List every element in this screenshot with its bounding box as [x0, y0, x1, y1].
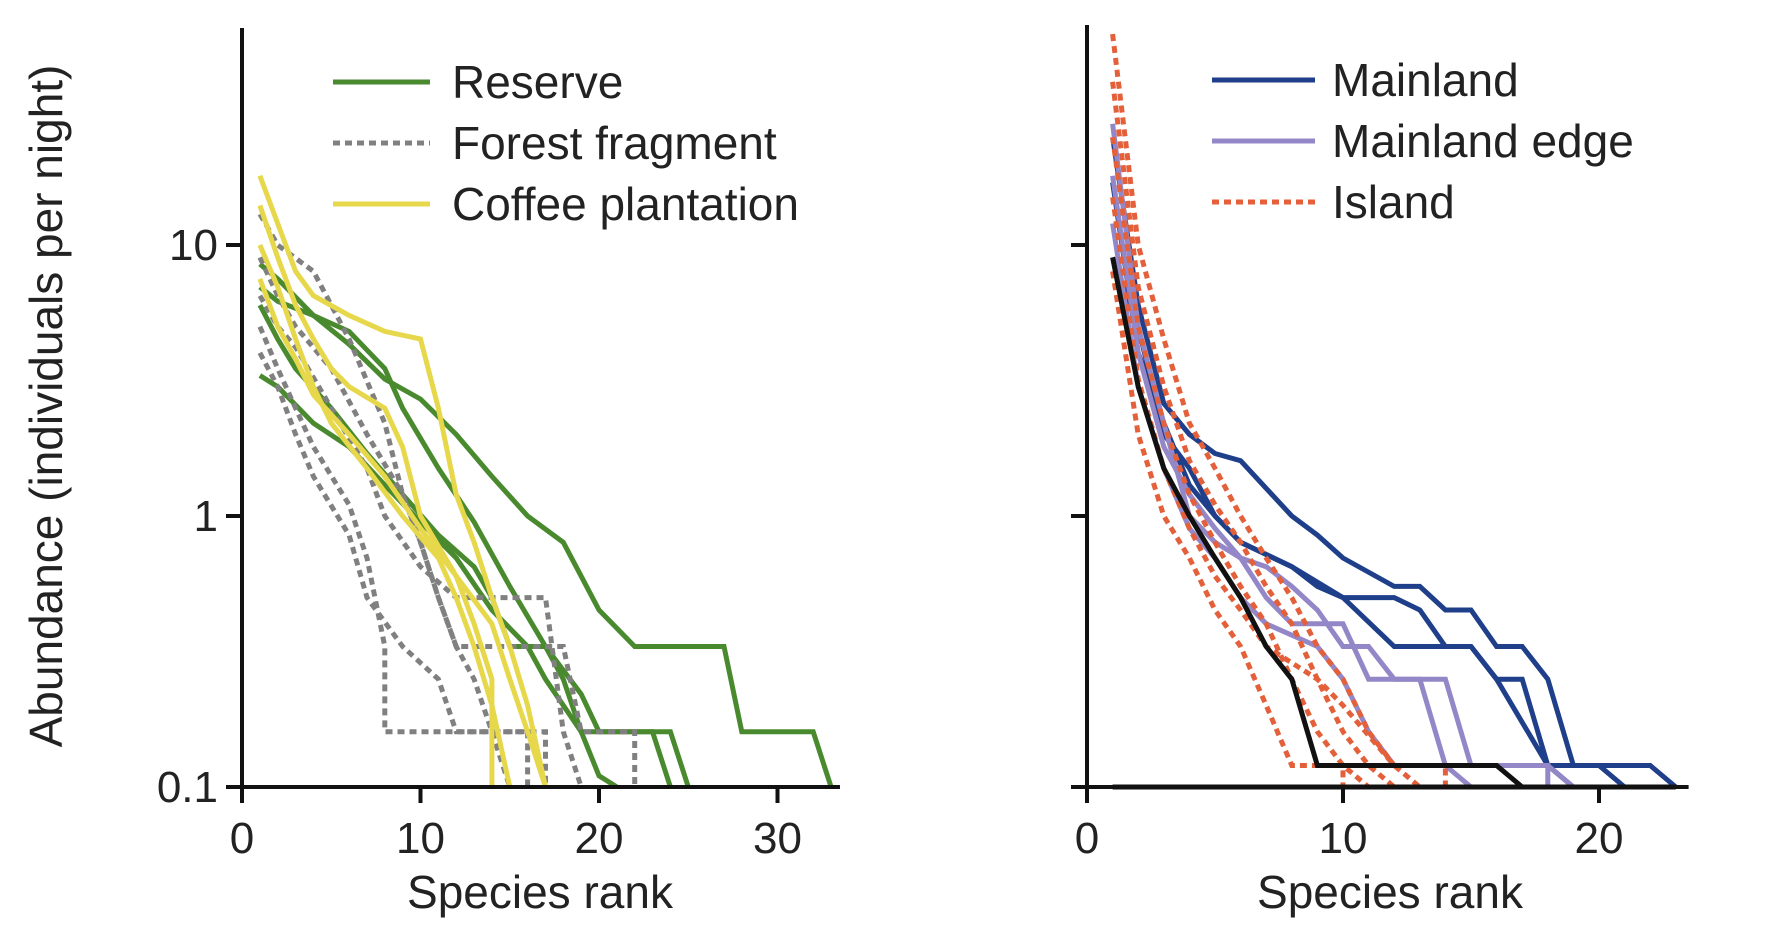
left-x-tick-label: 0 — [230, 814, 254, 863]
right-series-line-4 — [1110, 175, 1576, 789]
right-x-tick-label: 0 — [1075, 814, 1099, 863]
legend-label-forest-fragment: Forest fragment — [452, 117, 777, 169]
right-series-line-2 — [1110, 256, 1576, 789]
left-panel: Abundance (individuals per night) 0.1 1 10… — [20, 28, 840, 918]
left-x-axis-title: Species rank — [407, 866, 674, 918]
right-series-line-0 — [1110, 136, 1678, 789]
left-series-line-3 — [258, 373, 619, 790]
left-legend: Reserve Forest fragment Coffee plantatio… — [333, 56, 799, 230]
left-series-line-9 — [257, 174, 548, 788]
right-plot-area: 0 10 20 — [1071, 25, 1689, 863]
left-y-tick-label: 1 — [194, 492, 218, 541]
legend-label-coffee-plantation: Coffee plantation — [452, 178, 799, 230]
left-x-tick-label: 10 — [396, 814, 445, 863]
right-panel: 0 10 20 Species rank Mainland Mainland edg… — [1071, 25, 1689, 918]
left-series-line-5 — [257, 256, 638, 787]
left-x-tick-label: 20 — [575, 814, 624, 863]
right-series-line-9 — [1110, 196, 1422, 789]
right-legend: Mainland Mainland edge Island — [1212, 54, 1634, 228]
left-series-line-4 — [257, 212, 513, 788]
legend-label-reserve: Reserve — [452, 56, 623, 108]
legend-label-mainland-edge: Mainland edge — [1332, 115, 1634, 167]
right-x-tick-label: 10 — [1319, 814, 1368, 863]
right-series-line-6 — [1110, 33, 1448, 787]
right-series-line-1 — [1110, 182, 1627, 789]
left-x-tick-label: 30 — [753, 814, 802, 863]
right-x-axis-title: Species rank — [1257, 866, 1524, 918]
left-series-line-1 — [258, 285, 673, 788]
legend-label-mainland: Mainland — [1332, 54, 1519, 106]
right-series-line-8 — [1110, 136, 1371, 789]
left-series-line-11 — [257, 244, 513, 788]
left-series-line-8 — [257, 351, 531, 787]
right-series-line-11 — [1110, 256, 1524, 789]
legend-label-island: Island — [1332, 176, 1455, 228]
left-y-tick-label: 10 — [169, 221, 218, 270]
left-series-line-0 — [258, 262, 834, 788]
left-series-line-6 — [257, 294, 584, 788]
left-y-tick-label: 0.1 — [157, 763, 218, 812]
left-plot-area: 0.1 1 10 0 10 20 30 — [157, 28, 840, 863]
right-series-line-7 — [1110, 81, 1396, 789]
left-series-line-7 — [257, 325, 548, 787]
left-y-axis-title: Abundance (individuals per night) — [20, 65, 72, 748]
left-series-line-10 — [257, 204, 495, 787]
left-series-line-12 — [257, 278, 548, 788]
right-x-tick-label: 20 — [1575, 814, 1624, 863]
